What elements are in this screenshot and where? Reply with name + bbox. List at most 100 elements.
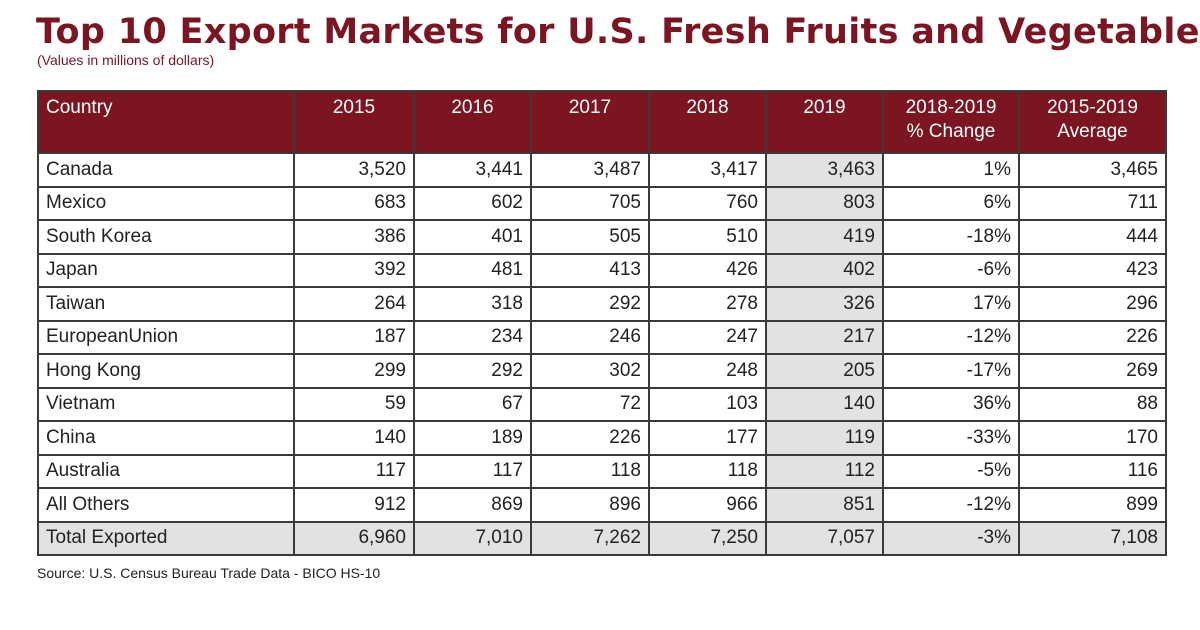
total-row: Total Exported 6,960 7,010 7,262 7,250 7,057-… bbox=[37, 520, 1167, 556]
value-cell: 119 bbox=[765, 420, 884, 456]
column-header: 2015 bbox=[293, 90, 415, 154]
table-row: China 140 189 226 177 119 -33% 170 bbox=[37, 420, 1167, 456]
chart-title: Top 10 Export Markets for U.S. Fresh Fru… bbox=[36, 12, 1200, 52]
country-cell: Total Exported bbox=[37, 520, 295, 556]
value-cell: 103 bbox=[648, 386, 767, 422]
value-cell: 899 bbox=[1018, 487, 1167, 523]
value-cell: 912 bbox=[293, 487, 415, 523]
value-cell: 386 bbox=[293, 219, 415, 255]
value-cell: 505 bbox=[530, 219, 650, 255]
value-cell: -17% bbox=[882, 353, 1020, 389]
country-cell: Australia bbox=[37, 453, 295, 489]
column-header: 2019 bbox=[765, 90, 884, 154]
table-row: Mexico 683 602 705 760 803 6% 711 bbox=[37, 185, 1167, 221]
value-cell: 426 bbox=[648, 252, 767, 288]
value-cell: 402 bbox=[765, 252, 884, 288]
column-header: Country bbox=[37, 90, 295, 154]
value-cell: 187 bbox=[293, 319, 415, 355]
value-cell: 392 bbox=[293, 252, 415, 288]
value-cell: 117 bbox=[413, 453, 532, 489]
value-cell: 170 bbox=[1018, 420, 1167, 456]
value-cell: 140 bbox=[293, 420, 415, 456]
value-cell: 248 bbox=[648, 353, 767, 389]
value-cell: 401 bbox=[413, 219, 532, 255]
value-cell: -18% bbox=[882, 219, 1020, 255]
value-cell: 247 bbox=[648, 319, 767, 355]
value-cell: 3,465 bbox=[1018, 152, 1167, 188]
value-cell: 118 bbox=[648, 453, 767, 489]
value-cell: 246 bbox=[530, 319, 650, 355]
value-cell: 711 bbox=[1018, 185, 1167, 221]
value-cell: 803 bbox=[765, 185, 884, 221]
table-row: Canada 3,520 3,441 3,487 3,417 3,463 1% 3,465 bbox=[37, 152, 1167, 188]
country-cell: EuropeanUnion bbox=[37, 319, 295, 355]
table-row: Taiwan 264 318 292 278 326 17% 296 bbox=[37, 286, 1167, 322]
value-cell: 59 bbox=[293, 386, 415, 422]
value-cell: -12% bbox=[882, 319, 1020, 355]
value-cell: 966 bbox=[648, 487, 767, 523]
column-header: 2016 bbox=[413, 90, 532, 154]
country-cell: Vietnam bbox=[37, 386, 295, 422]
country-cell: Hong Kong bbox=[37, 353, 295, 389]
table-row: All Others 912 869 896 966 851 -12% 899 bbox=[37, 487, 1167, 523]
value-cell: 234 bbox=[413, 319, 532, 355]
value-cell: 269 bbox=[1018, 353, 1167, 389]
value-cell: 413 bbox=[530, 252, 650, 288]
value-cell: 3,463 bbox=[765, 152, 884, 188]
value-cell: 705 bbox=[530, 185, 650, 221]
country-cell: South Korea bbox=[37, 219, 295, 255]
value-cell: -33% bbox=[882, 420, 1020, 456]
value-cell: 7,057 bbox=[765, 520, 884, 556]
table-row: South Korea 386 401 505 510 419 -18% 444 bbox=[37, 219, 1167, 255]
value-cell: 299 bbox=[293, 353, 415, 389]
value-cell: 302 bbox=[530, 353, 650, 389]
value-cell: 326 bbox=[765, 286, 884, 322]
value-cell: 7,010 bbox=[413, 520, 532, 556]
table-row: Vietnam 59 67 72 103 140 36% 88 bbox=[37, 386, 1167, 422]
value-cell: 88 bbox=[1018, 386, 1167, 422]
value-cell: 7,262 bbox=[530, 520, 650, 556]
value-cell: 72 bbox=[530, 386, 650, 422]
value-cell: 189 bbox=[413, 420, 532, 456]
value-cell: 292 bbox=[530, 286, 650, 322]
value-cell: 112 bbox=[765, 453, 884, 489]
value-cell: 3,441 bbox=[413, 152, 532, 188]
value-cell: 296 bbox=[1018, 286, 1167, 322]
table-row: Australia 117 117 118 118 112 -5% 116 bbox=[37, 453, 1167, 489]
table-body: Canada 3,520 3,441 3,487 3,417 3,463 1% 3,465 Me… bbox=[37, 152, 1167, 556]
value-cell: 292 bbox=[413, 353, 532, 389]
value-cell: 444 bbox=[1018, 219, 1167, 255]
value-cell: -5% bbox=[882, 453, 1020, 489]
value-cell: 117 bbox=[293, 453, 415, 489]
value-cell: -3% bbox=[882, 520, 1020, 556]
value-cell: 896 bbox=[530, 487, 650, 523]
value-cell: 602 bbox=[413, 185, 532, 221]
value-cell: 869 bbox=[413, 487, 532, 523]
value-cell: 683 bbox=[293, 185, 415, 221]
country-cell: China bbox=[37, 420, 295, 456]
country-cell: Mexico bbox=[37, 185, 295, 221]
table-row: Japan 392 481 413 426 402 -6% 423 bbox=[37, 252, 1167, 288]
value-cell: 217 bbox=[765, 319, 884, 355]
value-cell: 226 bbox=[1018, 319, 1167, 355]
chart-subtitle: (Values in millions of dollars) bbox=[37, 52, 215, 68]
country-cell: Japan bbox=[37, 252, 295, 288]
value-cell: -6% bbox=[882, 252, 1020, 288]
value-cell: 140 bbox=[765, 386, 884, 422]
value-cell: 6,960 bbox=[293, 520, 415, 556]
value-cell: 116 bbox=[1018, 453, 1167, 489]
value-cell: 278 bbox=[648, 286, 767, 322]
value-cell: -12% bbox=[882, 487, 1020, 523]
value-cell: 3,487 bbox=[530, 152, 650, 188]
export-markets-table: Country 2015 2016 2017 2018 2019 2018-2019 % C… bbox=[37, 90, 1167, 556]
table-row: EuropeanUnion 187 234 246 247 217 -12% 226 bbox=[37, 319, 1167, 355]
country-cell: All Others bbox=[37, 487, 295, 523]
value-cell: 3,520 bbox=[293, 152, 415, 188]
value-cell: 67 bbox=[413, 386, 532, 422]
value-cell: 760 bbox=[648, 185, 767, 221]
value-cell: 423 bbox=[1018, 252, 1167, 288]
value-cell: 481 bbox=[413, 252, 532, 288]
value-cell: 851 bbox=[765, 487, 884, 523]
value-cell: 318 bbox=[413, 286, 532, 322]
value-cell: 6% bbox=[882, 185, 1020, 221]
